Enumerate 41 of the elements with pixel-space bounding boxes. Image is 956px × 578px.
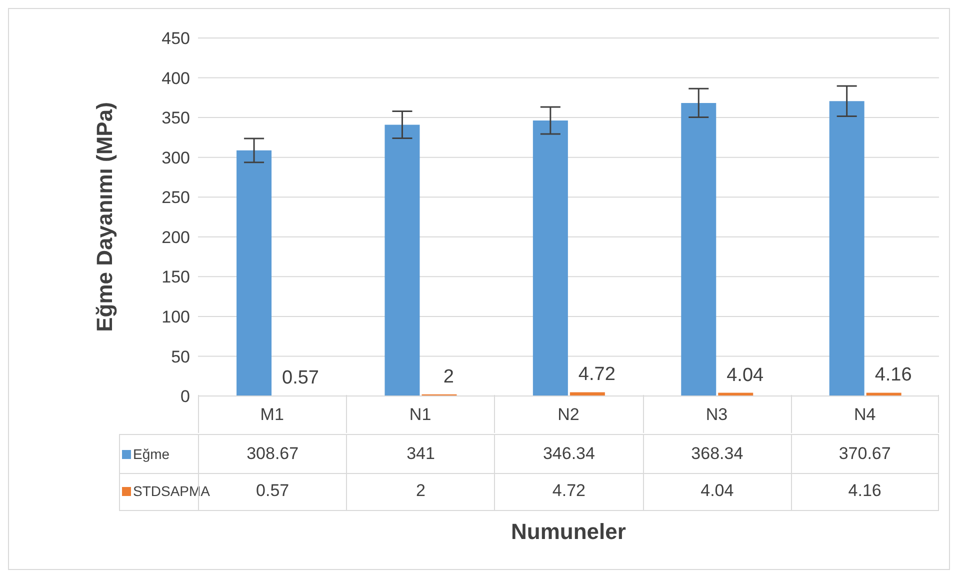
bar	[236, 150, 272, 396]
bar	[384, 124, 420, 396]
data-label: 4.72	[494, 472, 643, 510]
bar	[570, 392, 605, 396]
annotation: 2	[443, 366, 454, 388]
x-tick-label: N4	[854, 405, 876, 424]
x-tick-label: N3	[706, 405, 728, 424]
legend-label: Eğme	[133, 446, 170, 462]
data-label: 368.34	[642, 435, 791, 473]
bar	[829, 101, 864, 396]
y-tick-label: 150	[162, 268, 190, 287]
data-label: 370.67	[790, 435, 939, 473]
data-label: 2	[346, 472, 494, 510]
y-axis-title: Eğme Dayanımı (MPa)	[92, 102, 117, 332]
data-label: 4.04	[642, 472, 791, 510]
y-tick-label: 200	[162, 228, 190, 247]
y-tick-label: 50	[171, 347, 190, 366]
bar	[866, 392, 902, 396]
bar	[681, 102, 716, 396]
annotation: 0.57	[282, 368, 320, 389]
x-tick-label: M1	[260, 405, 284, 424]
y-tick-label: 300	[162, 148, 190, 168]
y-tick-label: 400	[162, 68, 190, 88]
y-tick-label: 350	[162, 108, 190, 128]
y-tick-label: 250	[162, 188, 190, 208]
annotation: 4.16	[874, 364, 912, 386]
legend-label: STDSAPMA	[133, 483, 210, 499]
y-tick-label: 0	[180, 387, 190, 406]
x-tick-label: N2	[558, 405, 580, 424]
x-axis-title: Numuneler	[510, 519, 627, 545]
bar	[532, 120, 568, 396]
annotation: 4.72	[578, 364, 616, 386]
data-label: 4.16	[790, 472, 939, 510]
y-tick-label: 100	[162, 307, 190, 326]
x-tick-label: N1	[409, 405, 432, 424]
data-label: 346.34	[494, 435, 643, 473]
data-label: 341	[346, 435, 494, 473]
data-label: 308.67	[198, 435, 346, 473]
annotation: 4.04	[726, 364, 764, 386]
data-label: 0.57	[256, 481, 290, 500]
y-tick-label: 450	[162, 29, 190, 48]
